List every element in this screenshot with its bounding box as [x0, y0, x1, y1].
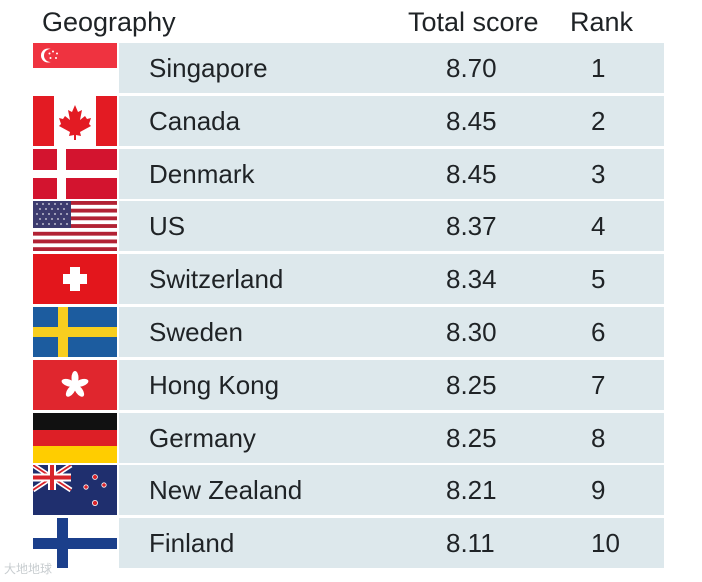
rank-value: 9 — [591, 475, 606, 505]
country-name: Hong Kong — [149, 370, 280, 400]
total-score-value: 8.25 — [446, 423, 497, 453]
country-name: Sweden — [149, 317, 243, 347]
rank-value: 4 — [591, 211, 606, 241]
country-name: Finland — [149, 528, 235, 558]
switzerland-flag-icon — [33, 254, 117, 304]
table-row: Canada 8.45 2 — [119, 96, 664, 146]
country-name: Germany — [149, 423, 256, 453]
rank-value: 8 — [591, 423, 606, 453]
geography-column-header: Geography — [42, 7, 176, 37]
total-score-column-header: Total score — [408, 7, 539, 37]
us-flag-icon — [33, 201, 117, 251]
rank-value: 7 — [591, 370, 606, 400]
rank-value: 6 — [591, 317, 606, 347]
total-score-value: 8.45 — [446, 106, 497, 136]
table-row: Germany 8.25 8 — [119, 413, 664, 463]
finland-flag-icon — [33, 518, 117, 568]
rank-value: 2 — [591, 106, 606, 136]
hong-kong-flag-icon — [33, 360, 117, 410]
rank-column-header: Rank — [570, 7, 634, 37]
total-score-value: 8.30 — [446, 317, 497, 347]
singapore-flag-icon — [33, 43, 117, 93]
rank-value: 1 — [591, 53, 606, 83]
table-row: US 8.37 4 — [119, 201, 664, 251]
table-row: Hong Kong 8.25 7 — [119, 360, 664, 410]
new-zealand-flag-icon — [33, 465, 117, 515]
rank-value: 3 — [591, 159, 606, 189]
sweden-flag-icon — [33, 307, 117, 357]
total-score-value: 8.45 — [446, 159, 497, 189]
table-row: Singapore 8.70 1 — [119, 43, 664, 93]
rank-value: 10 — [591, 528, 620, 558]
total-score-value: 8.70 — [446, 53, 497, 83]
denmark-flag-icon — [33, 149, 117, 199]
table-row: New Zealand 8.21 9 — [119, 465, 664, 515]
watermark: 大地地球 — [4, 562, 53, 576]
table-row: Denmark 8.45 3 — [119, 149, 664, 199]
rank-value: 5 — [591, 264, 606, 294]
table-row: Switzerland 8.34 5 — [119, 254, 664, 304]
germany-flag-icon — [33, 413, 117, 463]
table-row: Sweden 8.30 6 — [119, 307, 664, 357]
total-score-value: 8.21 — [446, 475, 497, 505]
country-name: Switzerland — [149, 264, 284, 294]
total-score-value: 8.34 — [446, 264, 497, 294]
table-row: Finland 8.11 10 — [119, 518, 664, 568]
country-name: Singapore — [149, 53, 268, 83]
country-name: US — [149, 211, 186, 241]
country-name: New Zealand — [149, 475, 303, 505]
canada-flag-icon — [33, 96, 117, 146]
total-score-value: 8.25 — [446, 370, 497, 400]
total-score-value: 8.37 — [446, 211, 497, 241]
country-name: Canada — [149, 106, 241, 136]
country-name: Denmark — [149, 159, 255, 189]
total-score-value: 8.11 — [446, 528, 495, 558]
